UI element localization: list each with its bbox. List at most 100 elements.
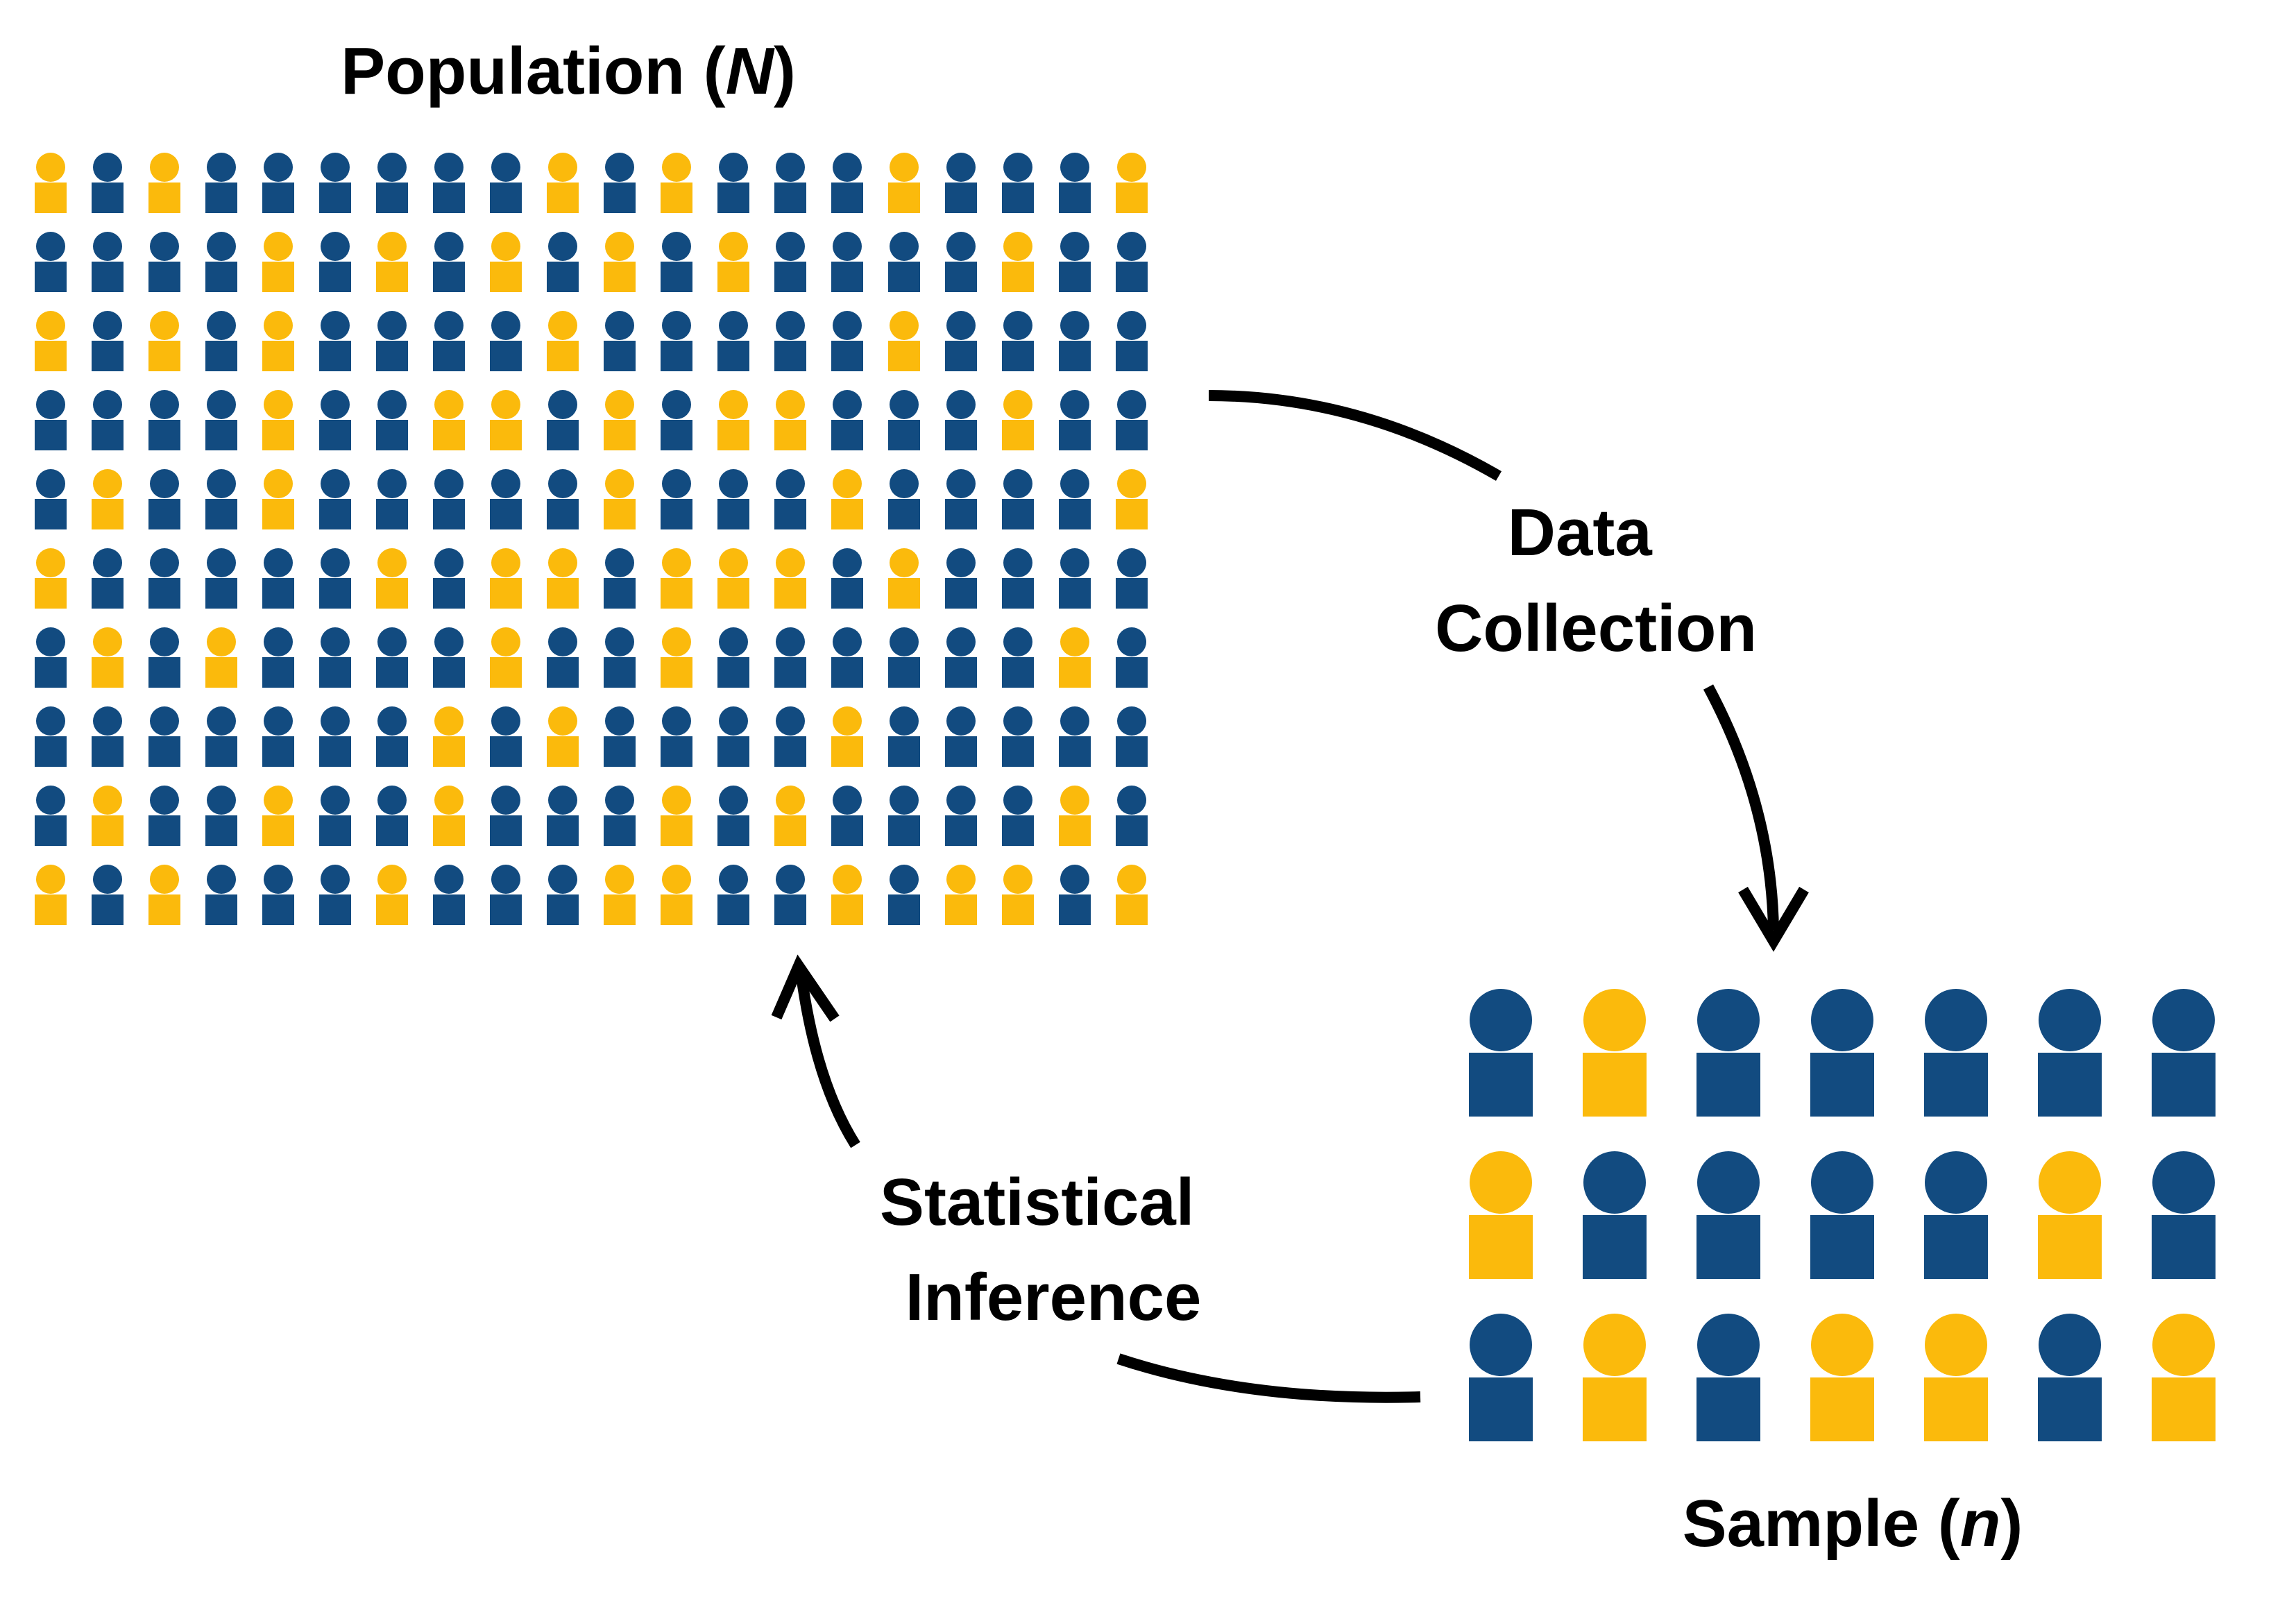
population-person-body [1059, 262, 1091, 292]
sample-person-body [1924, 1053, 1988, 1117]
population-person-icon [831, 232, 863, 292]
population-person-body [92, 894, 124, 925]
population-person-head [719, 786, 748, 815]
population-person-icon [1002, 786, 1034, 846]
population-person-icon [92, 786, 124, 846]
population-person-body [92, 578, 124, 609]
population-person-body [92, 420, 124, 450]
population-person-body [774, 894, 806, 925]
population-person-body [604, 736, 636, 767]
sample-person-body [1810, 1215, 1874, 1279]
population-person-head [1003, 153, 1032, 182]
population-person-icon [92, 153, 124, 213]
population-person-icon [774, 311, 806, 371]
population-person-head [1003, 865, 1032, 894]
population-person-icon [376, 390, 408, 450]
population-person-head [491, 786, 520, 815]
population-person-head [264, 627, 293, 656]
population-person-body [319, 894, 351, 925]
population-person-icon [1002, 469, 1034, 529]
population-person-body [661, 657, 692, 688]
population-person-body [319, 657, 351, 688]
data-collection-label: Data Collection [1435, 495, 1757, 665]
population-person-icon [319, 706, 351, 767]
population-person-icon [888, 786, 920, 846]
population-person-head [719, 232, 748, 261]
sample-person-body [2152, 1215, 2216, 1279]
population-person-body [717, 420, 749, 450]
population-person-head [207, 469, 236, 498]
population-person-head [548, 627, 577, 656]
population-person-body [831, 341, 863, 371]
population-person-icon [945, 627, 977, 688]
population-person-icon [547, 786, 579, 846]
population-person-body [205, 183, 237, 213]
sample-person-icon [1924, 1314, 1988, 1441]
population-person-body [717, 183, 749, 213]
sample-person-icon [2152, 1151, 2216, 1279]
population-person-head [833, 390, 862, 419]
sample-person-icon [1810, 1151, 1874, 1279]
population-person-head [1060, 311, 1089, 340]
population-person-head [36, 390, 65, 419]
population-person-head [833, 232, 862, 261]
population-person-icon [262, 706, 294, 767]
population-person-icon [35, 153, 67, 213]
population-person-icon [490, 706, 522, 767]
population-person-icon [262, 390, 294, 450]
population-person-head [93, 548, 122, 577]
population-person-head [36, 865, 65, 894]
population-person-icon [490, 232, 522, 292]
statistical-inference-arc-top [796, 974, 860, 1148]
sample-person-head [1470, 989, 1532, 1051]
population-person-head [377, 153, 407, 182]
population-person-icon [1002, 865, 1034, 925]
population-person-body [604, 815, 636, 846]
population-person-icon [547, 548, 579, 609]
population-person-icon [604, 627, 636, 688]
population-person-icon [1116, 865, 1148, 925]
population-person-head [377, 469, 407, 498]
population-person-head [548, 469, 577, 498]
population-person-head [150, 706, 179, 736]
population-person-icon [92, 232, 124, 292]
population-person-icon [1059, 232, 1091, 292]
population-person-head [890, 153, 919, 182]
population-person-icon [888, 153, 920, 213]
population-person-icon [1059, 627, 1091, 688]
population-person-head [377, 311, 407, 340]
population-person-head [264, 232, 293, 261]
population-person-body [888, 657, 920, 688]
population-person-body [774, 657, 806, 688]
population-person-body [92, 657, 124, 688]
population-person-head [890, 706, 919, 736]
population-person-body [92, 341, 124, 371]
population-person-icon [604, 865, 636, 925]
population-person-icon [490, 469, 522, 529]
population-person-body [262, 262, 294, 292]
population-person-body [547, 183, 579, 213]
population-person-icon [1002, 627, 1034, 688]
population-person-body [148, 894, 180, 925]
population-person-body [661, 499, 692, 529]
population-person-body [888, 736, 920, 767]
population-person-head [1060, 786, 1089, 815]
population-person-body [717, 578, 749, 609]
population-person-icon [1059, 548, 1091, 609]
population-person-icon [831, 786, 863, 846]
population-person-icon [945, 706, 977, 767]
population-person-head [719, 548, 748, 577]
population-person-body [35, 341, 67, 371]
population-person-head [605, 627, 634, 656]
population-person-body [831, 499, 863, 529]
population-person-body [888, 894, 920, 925]
population-person-body [661, 815, 692, 846]
population-person-icon [945, 390, 977, 450]
population-person-body [945, 736, 977, 767]
sample-person-icon [1924, 989, 1988, 1117]
population-person-body [490, 262, 522, 292]
population-person-head [321, 469, 350, 498]
population-person-icon [717, 786, 749, 846]
population-person-head [264, 548, 293, 577]
sample-person-icon [2038, 1314, 2102, 1441]
